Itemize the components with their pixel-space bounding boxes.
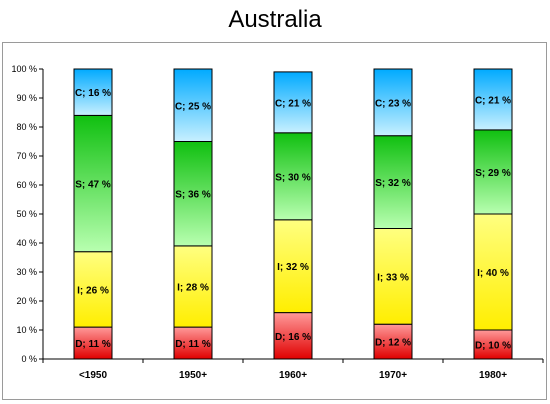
data-label-s: S; 32 %: [375, 178, 411, 189]
y-tick-label: 70 %: [16, 151, 37, 161]
chart-frame: 0 % 10 % 20 % 30 % 40 % 50 % 60 % 70 % 80 % 90 % 1…: [2, 42, 547, 400]
data-label-c: C; 21 %: [475, 95, 511, 106]
data-label-s: S; 36 %: [175, 190, 211, 201]
bar-segment-d: [73, 326, 113, 360]
data-label-s: S; 29 %: [475, 168, 511, 179]
y-tick-label: 0 %: [21, 354, 37, 364]
bar-segment-i: [173, 245, 213, 328]
data-label-i: I; 33 %: [377, 272, 409, 283]
x-category-label: <1950: [79, 370, 108, 381]
x-category-label: 1970+: [379, 370, 407, 381]
data-label-d: D; 11 %: [75, 339, 111, 350]
bar-segment-c: [273, 71, 313, 134]
data-label-c: C; 23 %: [375, 98, 411, 109]
bar-segment-i: [73, 251, 113, 328]
y-tick-label: 30 %: [16, 267, 37, 277]
y-tick-label: 50 %: [16, 209, 37, 219]
y-tick-label: 20 %: [16, 296, 37, 306]
bar-segment-i: [273, 219, 313, 314]
data-label-d: D; 10 %: [475, 341, 511, 352]
data-label-s: S; 30 %: [275, 172, 311, 183]
data-label-i: I; 28 %: [177, 283, 209, 294]
bar-segment-s: [173, 141, 213, 247]
bar-segment-s: [373, 135, 413, 229]
y-tick-label: 90 %: [16, 93, 37, 103]
data-label-d: D; 11 %: [175, 339, 211, 350]
bar-segment-i: [473, 213, 513, 331]
data-label-i: I; 32 %: [277, 262, 309, 273]
data-label-i: I; 40 %: [477, 268, 509, 279]
bar-segment-c: [73, 68, 113, 116]
bar-segment-c: [373, 68, 413, 137]
y-tick-label: 100 %: [11, 64, 37, 74]
data-label-i: I; 26 %: [77, 285, 109, 296]
x-category-label: 1960+: [279, 370, 307, 381]
data-label-c: C; 21 %: [275, 98, 311, 109]
data-label-d: D; 12 %: [375, 338, 411, 349]
y-tick-label: 80 %: [16, 122, 37, 132]
bar-segment-s: [473, 129, 513, 215]
data-label-s: S; 47 %: [75, 180, 111, 191]
bar-segment-c: [473, 68, 513, 131]
x-category-label: 1950+: [179, 370, 207, 381]
data-label-c: C; 16 %: [75, 88, 111, 99]
chart-title: Australia: [228, 6, 322, 33]
x-category-label: 1980+: [479, 370, 507, 381]
y-tick-label: 40 %: [16, 238, 37, 248]
bar-segment-d: [473, 329, 513, 360]
data-label-c: C; 25 %: [175, 101, 211, 112]
bar-segment-s: [273, 132, 313, 221]
data-label-d: D; 16 %: [275, 332, 311, 343]
y-tick-label: 60 %: [16, 180, 37, 190]
chart-plot: 0 % 10 % 20 % 30 % 40 % 50 % 60 % 70 % 80 % 90 % 1…: [11, 64, 544, 381]
bar-segment-c: [173, 68, 213, 142]
y-tick-label: 10 %: [16, 325, 37, 335]
